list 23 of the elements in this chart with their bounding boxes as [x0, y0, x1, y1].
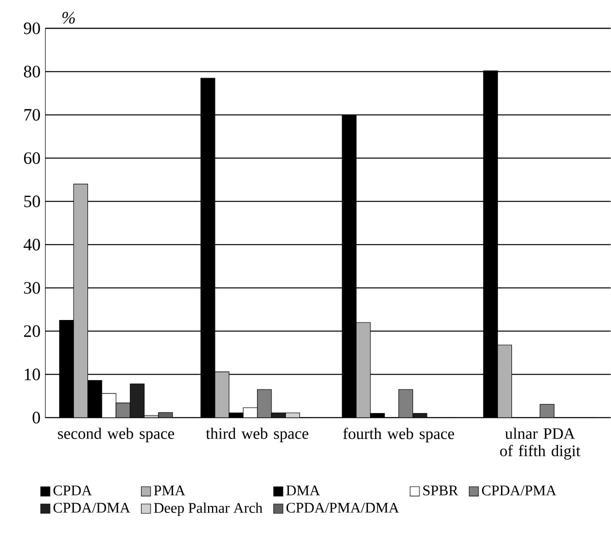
y-axis-title: %: [62, 12, 75, 24]
legend-label: PMA: [154, 486, 186, 496]
x-tick-label: third web space: [206, 428, 308, 442]
y-tick-label: 10: [24, 368, 40, 380]
y-tick-label: 20: [24, 325, 40, 337]
x-tick-label: ulnar PDA of fifth digit: [500, 428, 580, 460]
y-tick-label: 70: [24, 109, 40, 121]
y-tick-label: 90: [24, 22, 40, 34]
x-tick-label: second web space: [58, 428, 174, 442]
y-tick-label: 30: [24, 282, 40, 294]
y-tick-label: 50: [24, 196, 40, 208]
x-tick-label: fourth web space: [343, 428, 454, 442]
legend-label: Deep Palmar Arch: [154, 502, 262, 516]
legend-label: CPDA/DMA: [54, 502, 130, 513]
legend-label: DMA: [286, 486, 320, 496]
legend-label: CPDA/PMA/DMA: [286, 502, 400, 513]
y-tick-label: 0: [32, 412, 40, 424]
y-tick-label: 60: [24, 152, 40, 164]
legend-label: CPDA/PMA: [482, 486, 556, 496]
y-tick-label: 40: [24, 238, 40, 250]
legend-label: CPDA: [54, 486, 92, 496]
legend-label: SPBR: [423, 486, 458, 496]
y-tick-label: 80: [24, 66, 40, 78]
